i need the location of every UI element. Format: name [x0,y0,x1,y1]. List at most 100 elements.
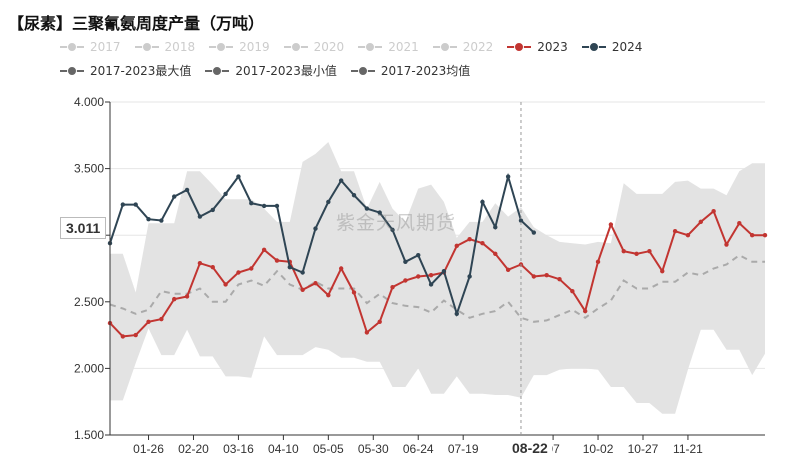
series-2023-point [159,316,164,322]
legend-item[interactable]: 2017-2023均值 [350,62,471,79]
series-2023-point [544,272,549,278]
legend-label: 2018 [164,40,196,54]
watermark: 紫金天风期货 [336,212,457,234]
series-2023-point [634,251,639,257]
y-pointer-label: 3.011 [60,217,107,239]
legend-item[interactable]: 2018 [134,40,196,54]
series-2023-point [172,296,177,302]
y-tick-label: 3.500 [74,162,104,176]
series-2023-point [557,276,562,282]
series-2023-point [660,268,665,274]
series-2023-point [326,292,331,298]
legend-item[interactable]: 2019 [209,40,270,54]
series-2023-point [724,242,729,247]
series-2024-point [261,203,267,209]
series-2024-point [390,227,395,233]
legend-label: 2023 [537,40,568,54]
series-2024-point [441,268,447,274]
series-2023-point [210,264,215,270]
x-tick-label: 10-27 [628,442,659,456]
series-2024-point [223,191,228,197]
x-tick-label: 05-30 [358,442,389,456]
series-2024-point [531,230,537,235]
series-2023-point [647,248,652,254]
series-2023-point [390,284,395,290]
legend-swatch [432,41,457,53]
series-2023-point [364,330,370,335]
series-2024-point [351,193,357,198]
x-tick-label: 03-16 [223,442,254,456]
series-2024-point [338,178,344,183]
x-tick-label: 10-02 [583,442,614,456]
series-2024-point [428,282,434,287]
series-2023-point [428,272,434,278]
series-2023-point [249,266,254,271]
series-2023-point [711,209,716,214]
series-2024-point [364,206,370,211]
series-2023-point [197,260,203,266]
y-tick-label: 4.000 [74,95,104,109]
legend-swatch [205,65,230,77]
series-2024-point [249,201,254,206]
legend-label: 2019 [239,40,270,54]
legend-item[interactable]: 2022 [432,40,494,54]
legend-swatch [209,41,234,53]
legend-swatch [283,41,308,53]
series-2024-point [467,274,472,279]
legend-label: 2024 [611,40,643,54]
mean-line [109,254,765,323]
y-tick-label: 2.500 [74,295,104,309]
series-2023-point [685,233,691,238]
series-2023-point [416,274,421,279]
series-2023-point [698,219,703,225]
series-2024-point [236,174,241,179]
series-2023-point [403,278,408,283]
series-2024-point [505,174,511,179]
legend-item[interactable]: 2020 [283,40,344,54]
series-2024-point [146,217,151,222]
series-2023-point [236,270,241,275]
series-2024-point [518,218,524,223]
legend-label: 2021 [388,40,419,54]
legend-item[interactable]: 2023 [507,40,568,54]
legend-label: 2017-2023最小值 [235,64,337,78]
series-2024-point [274,203,280,209]
legend-label: 2017-2023最大值 [90,64,192,78]
series-2023-point [274,258,280,263]
chart-title: 【尿素】三聚氰氨周度产量（万吨） [8,14,265,33]
series-2023-point [261,247,267,253]
series-2023-point [300,287,305,293]
series-2024-point [313,226,318,231]
series-2023-point [493,251,498,257]
series-2024-point [300,270,305,275]
series-2024-point [120,202,126,207]
legend-item[interactable]: 2024 [581,40,643,54]
series-2023-point [762,233,768,238]
series-2023-point [184,294,190,299]
series-2024-point [454,311,459,316]
legend-item[interactable]: 2017-2023最大值 [60,62,191,79]
series-2024-line [109,172,535,318]
x-tick-label: 01-26 [133,442,164,456]
legend-swatch [358,41,383,53]
legend-label: 2022 [462,40,494,54]
series-2023-point [133,332,138,338]
series-2023-point [351,290,357,295]
legend-item[interactable]: 2017 [60,40,121,54]
x-tick-label: 11-21 [673,442,703,456]
series-2023-point [480,240,485,246]
x-pointer-label: 08-22 [508,439,552,457]
x-tick-label: 07-19 [448,442,479,456]
series-2024-point [480,199,485,205]
legend-item[interactable]: 2021 [358,40,419,54]
series-2023-point [737,221,742,226]
series-2024-point [172,194,177,199]
series-2023-point [338,266,344,271]
y-tick-label: 1.500 [74,428,104,442]
series-2024-point [377,210,382,215]
legend-item[interactable]: 2017-2023最小值 [205,62,337,79]
series-2023-point [505,267,511,273]
y-tick-label: 2.000 [74,361,104,375]
legend-label: 2017-2023均值 [380,64,471,78]
